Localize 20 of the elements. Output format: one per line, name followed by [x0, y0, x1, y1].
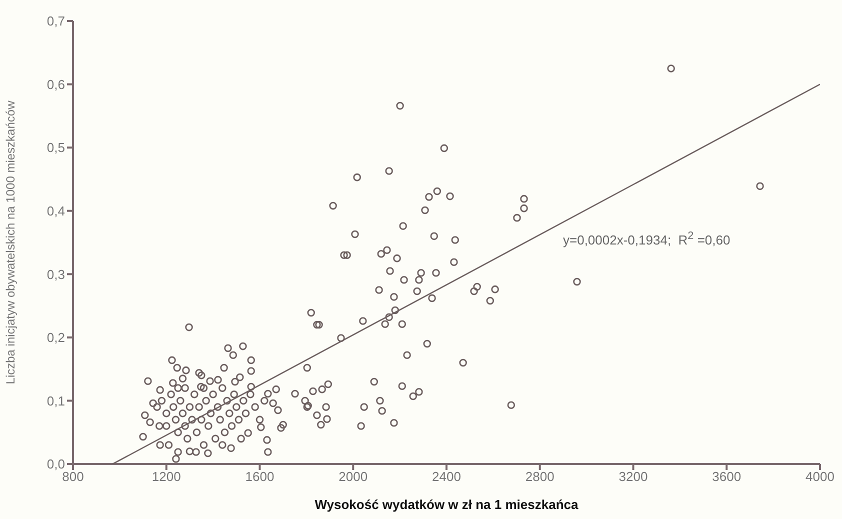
x-tick-label: 2000 [338, 469, 368, 484]
x-tick-label: 3600 [712, 469, 742, 484]
x-tick-label: 1600 [245, 469, 274, 484]
x-axis-title: Wysokość wydatków w zł na 1 mieszkańca [314, 497, 580, 512]
x-tick-label: 2800 [525, 469, 554, 484]
y-tick-label: 0,5 [46, 140, 65, 156]
x-tick-label: 4000 [806, 469, 834, 484]
y-tick-label: 0,2 [46, 330, 65, 346]
y-tick-label: 0,3 [46, 266, 65, 282]
x-tick-label: 3200 [618, 469, 648, 484]
y-tick-label: 0,1 [46, 393, 65, 408]
y-tick-label: 0,6 [46, 76, 65, 92]
y-axis-title: Liczba inicjatyw obywatelskich na 1000 mieszkańców [3, 100, 18, 384]
x-tick-label: 1200 [152, 469, 181, 484]
equation-note: y=0,0002x-0,1934; R$^{2}$ =0,60 [563, 230, 730, 248]
y-tick-label: 0,7 [46, 14, 65, 29]
x-tick-label: 2400 [432, 469, 461, 484]
x-tick-label: 800 [62, 469, 84, 484]
y-tick-label: 0,4 [46, 203, 65, 218]
y-tick-label: 0,0 [46, 456, 65, 472]
